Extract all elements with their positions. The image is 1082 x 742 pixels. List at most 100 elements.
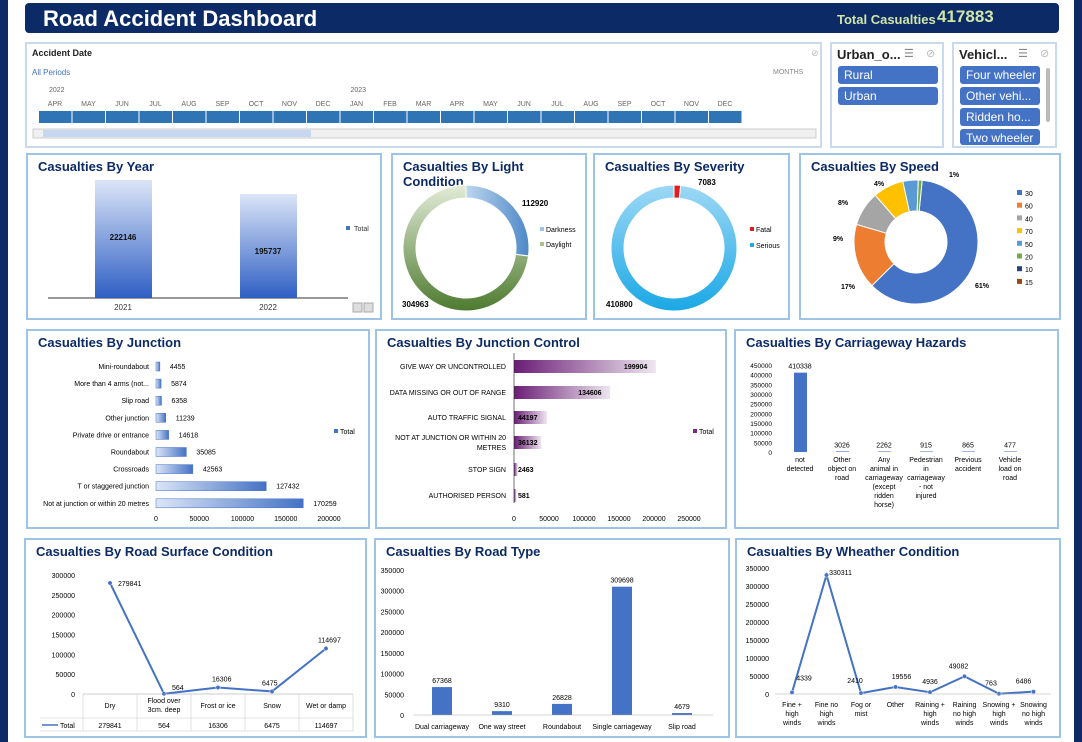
tick-label: 250000 [381, 609, 404, 616]
category-label: Other [833, 457, 851, 464]
category-label: in [923, 466, 929, 473]
bar [155, 413, 166, 423]
slicer-item-four-wheeler[interactable]: Four wheeler [960, 66, 1040, 84]
tick-label: 350000 [750, 382, 772, 389]
tick-label: 250000 [750, 402, 772, 409]
category-label: Frost or ice [200, 703, 235, 710]
category-label: high [992, 711, 1005, 718]
timeline-month-label: JUN [517, 101, 531, 108]
timeline-month-block [374, 111, 407, 123]
clear-filter-icon[interactable]: ⊘ [811, 48, 819, 58]
legend-label: 60 [1025, 204, 1033, 211]
data-point [269, 688, 275, 694]
tick-label: 100000 [750, 431, 772, 438]
data-label: 5874 [171, 381, 187, 388]
chart-casualties-by-road-surface: Casualties By Road Surface Condition 300… [24, 538, 367, 738]
slicer-item-other-vehicle[interactable]: Other vehi... [960, 87, 1040, 105]
slice-daylight [402, 184, 530, 312]
tick-label: 200000 [52, 613, 75, 620]
chart-title: Casualties By Carriageway Hazards [746, 335, 967, 350]
clear-filter-icon[interactable]: ⊘ [1040, 48, 1050, 60]
data-label: 2410 [847, 678, 863, 685]
bar [155, 378, 162, 389]
data-point [107, 580, 113, 586]
tick-label: 300000 [746, 584, 769, 591]
category-label: 3cm. deep [148, 707, 181, 714]
tick-label: 0 [400, 713, 404, 720]
timeline-month-block [307, 111, 340, 123]
data-label: 170259 [313, 501, 336, 508]
category-label: AUTO TRAFFIC SIGNAL [428, 415, 506, 422]
timeline-unit[interactable]: MONTHS [773, 69, 804, 76]
chart-title: Casualties By Year [38, 159, 155, 174]
timeline-month-block [106, 111, 139, 123]
expand-icon [352, 302, 363, 313]
tick-label: 50000 [754, 440, 772, 447]
data-point [789, 689, 795, 695]
timeline-slicer[interactable]: Accident Date All Periods MONTHS ⊘ 2022 2… [25, 42, 822, 148]
multi-select-icon[interactable]: ☰ [904, 48, 914, 60]
timeline-month-block [407, 111, 440, 123]
bar [514, 411, 547, 424]
slicer-item-urban[interactable]: Urban [838, 87, 938, 105]
slicer-item-rural[interactable]: Rural [838, 66, 938, 84]
tick-label: 0 [768, 450, 772, 457]
vehicle-slicer-title: Vehicl... [959, 47, 1008, 62]
bar [432, 687, 452, 715]
tick-label: 0 [765, 692, 769, 699]
data-label: 134606 [578, 390, 601, 397]
bar [552, 703, 572, 715]
legend-swatch [693, 429, 697, 433]
category-label: object on [828, 466, 857, 473]
legend-swatch [1017, 266, 1022, 272]
timeline-month-label: SEP [215, 101, 229, 108]
legend-label: Serious [756, 243, 780, 250]
multi-select-icon[interactable]: ☰ [1018, 48, 1028, 60]
slicer-item-ridden-horse[interactable]: Ridden ho... [960, 108, 1040, 126]
category-label: winds [920, 720, 939, 727]
category-label: detected [787, 466, 814, 473]
slicer-scrollbar[interactable] [1046, 68, 1050, 122]
data-label: 17% [841, 284, 856, 291]
timeline-month-block [575, 111, 608, 123]
data-label: 35085 [196, 450, 216, 457]
category-label: Raining [953, 702, 977, 709]
timeline-track[interactable]: 2022 2023 APR MAY JUN JUL AUG SEP OCT NOV DEC JAN FE… [27, 44, 820, 146]
data-label: 7083 [698, 178, 716, 187]
chart-casualties-by-road-type: Casualties By Road Type 350000 300000 2500… [374, 538, 730, 738]
tick-label: 100000 [746, 656, 769, 663]
data-label: 1% [949, 172, 960, 179]
data-point [215, 685, 221, 690]
category-label: Wet or damp [306, 703, 346, 710]
category-label: One way street [478, 724, 525, 731]
bar [95, 180, 152, 298]
category-label: Snow [263, 703, 281, 710]
tick-label: 0 [154, 516, 158, 523]
data-label: 4936 [922, 679, 938, 686]
legend-swatch [1017, 240, 1022, 246]
bar [155, 361, 161, 372]
data-label: 763 [985, 681, 997, 688]
timeline-month-label: NOV [282, 101, 298, 108]
timeline-scrollbar [32, 128, 817, 139]
timeline-month-block [441, 111, 474, 123]
category-label: winds [1024, 720, 1043, 727]
timeline-month-block [72, 111, 105, 123]
timeline-month-label: APR [450, 101, 464, 108]
category-label: Raining + [915, 702, 945, 709]
category-label: Roundabout [543, 724, 581, 731]
clear-filter-icon[interactable]: ⊘ [926, 48, 936, 60]
data-label: 112920 [522, 199, 549, 208]
legend-label: 30 [1025, 191, 1033, 198]
bar [155, 430, 169, 440]
timeline-month-block [240, 111, 273, 123]
collapse-icon [363, 302, 374, 313]
category-label: high [923, 711, 936, 718]
category-label: no high [953, 711, 976, 718]
category-label: AUTHORISED PERSON [429, 493, 506, 500]
tick-label: 250000 [746, 602, 769, 609]
timeline-year-label: 2023 [351, 87, 367, 94]
data-label: 279841 [118, 581, 141, 588]
slicer-item-two-wheeler[interactable]: Two wheeler [960, 129, 1040, 145]
legend-label: Fatal [756, 227, 772, 234]
